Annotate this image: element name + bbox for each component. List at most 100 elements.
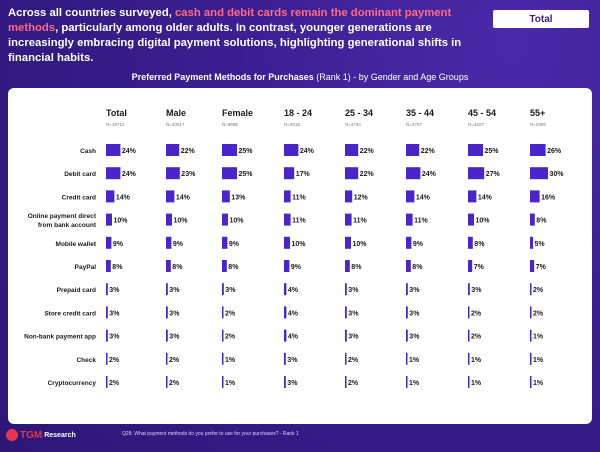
bar — [406, 144, 420, 156]
data-label: 1% — [225, 380, 236, 387]
data-label: 11% — [292, 218, 306, 225]
bar — [468, 167, 485, 180]
data-label: 3% — [109, 310, 120, 317]
bar — [284, 352, 286, 365]
column-header: 45 - 54 — [468, 108, 496, 118]
column-n: N=3015 — [284, 122, 300, 127]
bar — [406, 213, 413, 226]
row-label: Store credit card — [44, 310, 96, 317]
data-label: 14% — [416, 194, 431, 201]
bar — [106, 352, 108, 365]
data-label: 8% — [172, 264, 183, 271]
data-label: 25% — [239, 171, 254, 178]
data-label: 22% — [421, 148, 436, 155]
bar — [468, 190, 477, 203]
bar — [468, 283, 470, 296]
bar — [345, 283, 347, 296]
data-label: 4% — [288, 334, 299, 341]
data-label: 9% — [291, 264, 302, 271]
data-label: 10% — [174, 218, 189, 225]
data-label: 22% — [181, 148, 196, 155]
chart-panel: Total N=19712 Male N=10017 Female N=9695 18 - … — [8, 88, 592, 424]
headline-part1: Across all countries surveyed, — [8, 7, 176, 19]
data-label: 2% — [169, 380, 180, 387]
bar — [406, 236, 412, 249]
data-label: 10% — [292, 241, 307, 248]
row-label: Mobile wallet — [56, 241, 97, 248]
data-label: 9% — [113, 241, 124, 248]
bar — [284, 260, 290, 272]
data-label: 22% — [360, 171, 375, 178]
bar — [530, 144, 546, 156]
bar — [468, 236, 473, 249]
data-label: 11% — [414, 218, 428, 225]
headline-highlight: cash and debit cards remain the dominant… — [8, 7, 452, 34]
data-label: 9% — [413, 241, 424, 248]
bar — [345, 329, 347, 342]
bar — [406, 167, 421, 180]
data-label: 8% — [536, 218, 547, 225]
data-label: 1% — [533, 357, 544, 364]
bar — [284, 190, 291, 203]
bar — [345, 213, 352, 226]
bar — [345, 144, 359, 156]
bar — [530, 306, 532, 319]
bar — [530, 283, 532, 296]
data-label: 2% — [348, 357, 359, 364]
row-label: from bank account — [38, 222, 97, 229]
bar — [284, 376, 286, 388]
row-label: Check — [76, 357, 96, 364]
bar — [468, 213, 474, 226]
bar — [106, 329, 108, 342]
data-label: 8% — [474, 241, 485, 248]
bar — [222, 306, 224, 319]
bar — [222, 283, 224, 296]
data-label: 3% — [348, 334, 359, 341]
headline: Across all countries surveyed, cash and … — [8, 6, 483, 66]
data-label: 3% — [109, 334, 120, 341]
bar — [284, 144, 299, 156]
data-label: 3% — [409, 334, 420, 341]
column-header: Male — [166, 108, 186, 118]
bar — [222, 329, 224, 342]
bar — [106, 236, 112, 249]
column-header: 35 - 44 — [406, 108, 434, 118]
data-label: 17% — [296, 171, 311, 178]
data-label: 4% — [288, 310, 299, 317]
bar — [284, 236, 290, 249]
data-label: 8% — [412, 264, 423, 271]
bar — [468, 352, 470, 365]
bar — [530, 352, 532, 365]
bar — [106, 213, 112, 226]
data-label: 22% — [360, 148, 375, 155]
column-n: N=19712 — [106, 122, 125, 127]
bar — [406, 329, 408, 342]
bar — [468, 260, 473, 272]
data-label: 1% — [225, 357, 236, 364]
bar — [166, 376, 168, 388]
bar — [406, 352, 408, 365]
column-n: N=2995 — [530, 122, 546, 127]
bar — [166, 190, 175, 203]
data-label: 7% — [474, 264, 485, 271]
bar — [106, 376, 108, 388]
data-label: 11% — [292, 194, 306, 201]
bar — [166, 167, 180, 180]
headline-part2: , particularly among older adults. In co… — [8, 22, 462, 64]
row-label: PayPal — [75, 264, 97, 271]
data-label: 8% — [228, 264, 239, 271]
column-n: N=10017 — [166, 122, 185, 127]
bar — [222, 236, 228, 249]
bar — [106, 306, 108, 319]
bar — [530, 167, 548, 180]
chart-title: Preferred Payment Methods for Purchases … — [0, 72, 600, 82]
data-label: 10% — [230, 218, 245, 225]
tab-total[interactable]: Total — [493, 10, 589, 28]
data-label: 1% — [471, 380, 482, 387]
data-label: 13% — [231, 194, 246, 201]
tgm-logo: TGM Research — [6, 428, 76, 442]
data-label: 10% — [476, 218, 491, 225]
data-label: 27% — [486, 171, 501, 178]
bar — [284, 167, 295, 180]
data-label: 10% — [353, 241, 368, 248]
